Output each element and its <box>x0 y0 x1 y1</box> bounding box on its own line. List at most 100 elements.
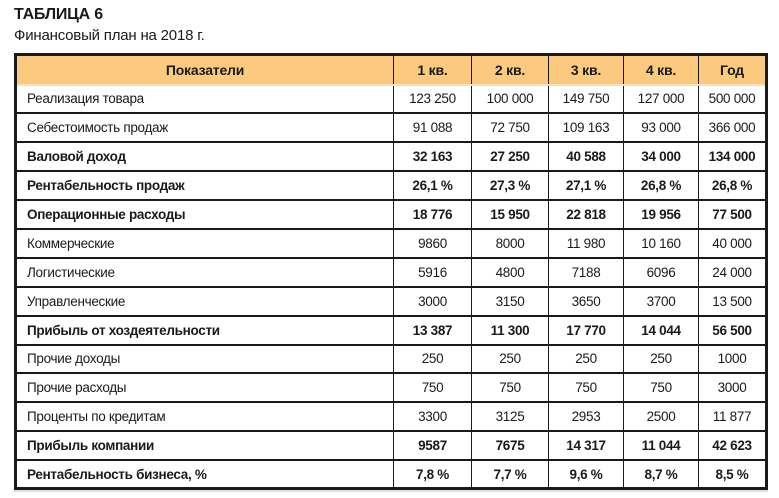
cell-value: 32 163 <box>393 141 472 172</box>
cell-value: 93 000 <box>623 112 699 143</box>
cell-value: 1000 <box>698 343 767 374</box>
table-row: Прибыль компании 9587 7675 14 317 11 044 42 6… <box>15 430 767 461</box>
row-label: Операционные расходы <box>15 199 394 230</box>
column-header-q1: 1 кв. <box>393 54 472 86</box>
row-label: Реализация товара <box>15 83 394 114</box>
column-header-q3: 3 кв. <box>548 54 624 86</box>
cell-value: 8,7 % <box>623 459 699 490</box>
cell-value: 3125 <box>471 401 549 432</box>
cell-value: 500 000 <box>698 83 767 114</box>
cell-value: 11 877 <box>698 401 767 432</box>
cell-value: 9,6 % <box>548 459 624 490</box>
cell-value: 750 <box>393 372 472 403</box>
cell-value: 7,8 % <box>393 459 472 490</box>
row-label: Рентабельность продаж <box>15 170 394 201</box>
cell-value: 250 <box>548 343 624 374</box>
column-header-year: Год <box>698 54 767 86</box>
cell-value: 26,8 % <box>698 170 767 201</box>
column-header-indicators: Показатели <box>15 54 394 86</box>
cell-value: 17 770 <box>548 314 624 346</box>
cell-value: 7675 <box>471 430 549 461</box>
cell-value: 24 000 <box>698 256 767 288</box>
cell-value: 19 956 <box>623 199 699 230</box>
cell-value: 13 387 <box>393 314 472 346</box>
cell-value: 123 250 <box>393 83 472 114</box>
table-row: Управленческие 3000 3150 3650 3700 13 500 <box>15 285 767 317</box>
row-label: Прочие расходы <box>15 372 394 403</box>
cell-value: 250 <box>623 343 699 374</box>
cell-value: 40 000 <box>698 227 767 259</box>
row-label: Управленческие <box>15 285 394 317</box>
table-row: Рентабельность продаж 26,1 % 27,3 % 27,1 % 2… <box>15 170 767 201</box>
cell-value: 10 160 <box>623 227 699 259</box>
cell-value: 7188 <box>548 256 624 288</box>
cell-value: 149 750 <box>548 83 624 114</box>
table-title: ТАБЛИЦА 6 <box>14 6 103 23</box>
cell-value: 42 623 <box>698 430 767 461</box>
cell-value: 8,5 % <box>698 459 767 490</box>
cell-value: 72 750 <box>471 112 549 143</box>
table-header-row: Показатели 1 кв. 2 кв. 3 кв. 4 кв. Год <box>15 54 767 86</box>
cell-value: 13 500 <box>698 285 767 317</box>
cell-value: 91 088 <box>393 112 472 143</box>
cell-value: 22 818 <box>548 199 624 230</box>
cell-value: 77 500 <box>698 199 767 230</box>
cell-value: 2500 <box>623 401 699 432</box>
column-header-q4: 4 кв. <box>623 54 699 86</box>
table-row: Реализация товара 123 250 100 000 149 750 12… <box>15 83 767 114</box>
cell-value: 14 317 <box>548 430 624 461</box>
cell-value: 3650 <box>548 285 624 317</box>
cell-value: 750 <box>548 372 624 403</box>
cell-value: 100 000 <box>471 83 549 114</box>
cell-value: 11 980 <box>548 227 624 259</box>
table-subtitle: Финансовый план на 2018 г. <box>14 27 205 44</box>
row-label: Коммерческие <box>15 227 394 259</box>
table-body: Реализация товара 123 250 100 000 149 750 12… <box>15 83 767 490</box>
table-row: Прибыль от хоздеятельности 13 387 11 300 17… <box>15 314 767 346</box>
row-label: Рентабельность бизнеса, % <box>15 459 394 490</box>
row-label: Валовой доход <box>15 141 394 172</box>
cell-value: 2953 <box>548 401 624 432</box>
table-row: Операционные расходы 18 776 15 950 22 818 19… <box>15 199 767 230</box>
cell-value: 250 <box>393 343 472 374</box>
cell-value: 11 300 <box>471 314 549 346</box>
cell-value: 127 000 <box>623 83 699 114</box>
table-row: Прочие расходы 750 750 750 750 3000 <box>15 372 767 403</box>
cell-value: 3000 <box>393 285 472 317</box>
cell-value: 34 000 <box>623 141 699 172</box>
cell-value: 4800 <box>471 256 549 288</box>
cell-value: 15 950 <box>471 199 549 230</box>
table-row: Логистические 5916 4800 7188 6096 24 000 <box>15 256 767 288</box>
cell-value: 7,7 % <box>471 459 549 490</box>
cell-value: 56 500 <box>698 314 767 346</box>
cell-value: 26,8 % <box>623 170 699 201</box>
cell-value: 40 588 <box>548 141 624 172</box>
cell-value: 27 250 <box>471 141 549 172</box>
column-header-q2: 2 кв. <box>471 54 549 86</box>
cell-value: 8000 <box>471 227 549 259</box>
cell-value: 18 776 <box>393 199 472 230</box>
cell-value: 3700 <box>623 285 699 317</box>
table-row: Рентабельность бизнеса, % 7,8 % 7,7 % 9,6 %… <box>15 459 767 490</box>
cell-value: 6096 <box>623 256 699 288</box>
cell-value: 9860 <box>393 227 472 259</box>
cell-value: 27,3 % <box>471 170 549 201</box>
row-label: Проценты по кредитам <box>15 401 394 432</box>
row-label: Себестоимость продаж <box>15 112 394 143</box>
cell-value: 14 044 <box>623 314 699 346</box>
cell-value: 3000 <box>698 372 767 403</box>
cell-value: 26,1 % <box>393 170 472 201</box>
table-row: Валовой доход 32 163 27 250 40 588 34 000 134… <box>15 141 767 172</box>
cell-value: 750 <box>471 372 549 403</box>
row-label: Прибыль компании <box>15 430 394 461</box>
cell-value: 366 000 <box>698 112 767 143</box>
cell-value: 3150 <box>471 285 549 317</box>
cell-value: 250 <box>471 343 549 374</box>
cell-value: 3300 <box>393 401 472 432</box>
row-label: Прочие доходы <box>15 343 394 374</box>
table-row: Себестоимость продаж 91 088 72 750 109 163 9… <box>15 112 767 143</box>
cell-value: 27,1 % <box>548 170 624 201</box>
row-label: Логистические <box>15 256 394 288</box>
financial-plan-table: Показатели 1 кв. 2 кв. 3 кв. 4 кв. Год Р… <box>14 53 768 491</box>
